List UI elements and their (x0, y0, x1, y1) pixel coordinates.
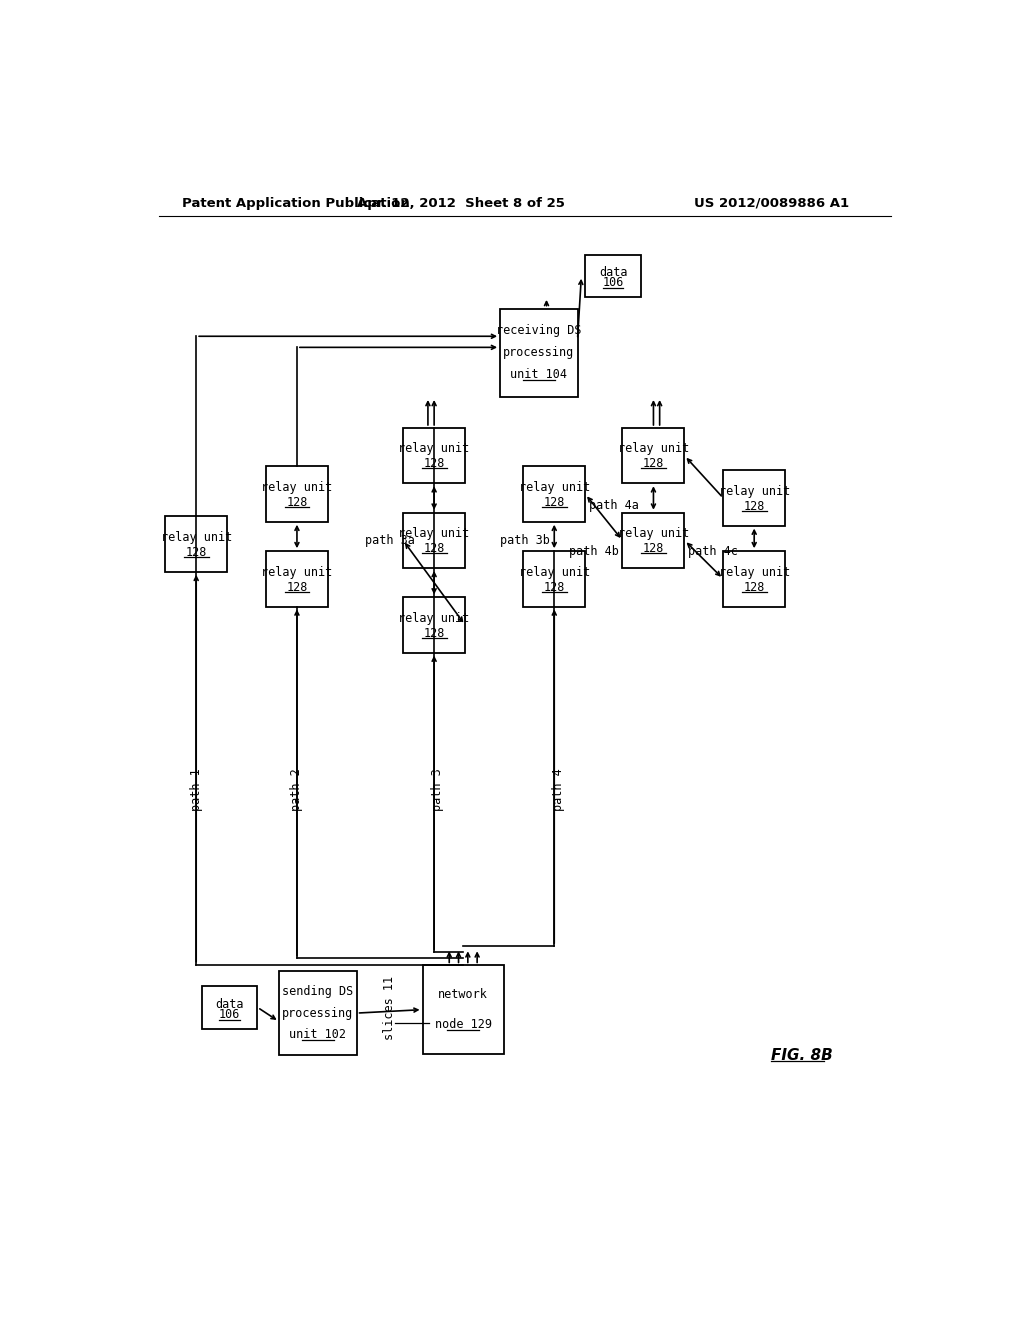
Text: path 3: path 3 (431, 768, 444, 812)
Bar (202, 986, 257, 1028)
Bar (623, 428, 684, 483)
Text: network: network (438, 989, 488, 1002)
Text: 128: 128 (544, 496, 565, 510)
Text: 128: 128 (185, 546, 207, 558)
Text: relay unit: relay unit (261, 566, 333, 578)
Text: node 129: node 129 (434, 1018, 492, 1031)
Text: FIG. 8B: FIG. 8B (771, 1048, 833, 1063)
Text: receiving DS: receiving DS (496, 325, 582, 337)
Text: 128: 128 (544, 581, 565, 594)
Text: 106: 106 (219, 1007, 241, 1020)
Text: path 4c: path 4c (688, 545, 738, 558)
Text: US 2012/0089886 A1: US 2012/0089886 A1 (693, 197, 849, 210)
Bar (723, 552, 785, 607)
Text: 106: 106 (602, 276, 624, 289)
Text: path 3b: path 3b (500, 533, 550, 546)
Text: unit 102: unit 102 (290, 1028, 346, 1040)
Text: relay unit: relay unit (719, 566, 790, 578)
Text: data: data (599, 267, 628, 280)
Text: 128: 128 (287, 581, 307, 594)
Text: 128: 128 (743, 500, 765, 512)
Bar (523, 466, 586, 521)
Text: path 3a: path 3a (365, 533, 415, 546)
Bar (403, 428, 465, 483)
Text: unit 104: unit 104 (510, 368, 567, 381)
Text: slices 11: slices 11 (383, 975, 396, 1040)
Bar (523, 552, 586, 607)
Text: Patent Application Publication: Patent Application Publication (182, 197, 410, 210)
Bar (165, 516, 227, 572)
Bar (423, 965, 504, 1053)
Text: relay unit: relay unit (518, 480, 590, 494)
Text: 128: 128 (643, 543, 665, 556)
Text: processing: processing (503, 346, 574, 359)
Text: 128: 128 (424, 543, 444, 556)
Text: 128: 128 (287, 496, 307, 510)
Text: path 4b: path 4b (568, 545, 618, 558)
Text: 128: 128 (643, 458, 665, 470)
Text: relay unit: relay unit (518, 566, 590, 578)
Bar (403, 597, 465, 652)
Text: relay unit: relay unit (161, 531, 231, 544)
Bar (623, 512, 684, 568)
Bar (403, 512, 465, 568)
Text: relay unit: relay unit (617, 442, 689, 455)
Text: 128: 128 (424, 627, 444, 640)
Text: sending DS: sending DS (283, 986, 353, 998)
Bar (266, 552, 328, 607)
Text: relay unit: relay unit (398, 442, 470, 455)
Text: 128: 128 (424, 458, 444, 470)
Text: data: data (215, 998, 244, 1011)
Bar (723, 470, 785, 525)
Text: path 4a: path 4a (589, 499, 639, 512)
Text: relay unit: relay unit (398, 527, 470, 540)
Text: path 4: path 4 (552, 768, 564, 812)
Text: path 2: path 2 (291, 768, 303, 812)
Text: relay unit: relay unit (261, 480, 333, 494)
Text: 128: 128 (743, 581, 765, 594)
Text: processing: processing (283, 1007, 353, 1019)
Text: Apr. 12, 2012  Sheet 8 of 25: Apr. 12, 2012 Sheet 8 of 25 (357, 197, 565, 210)
Bar (266, 466, 328, 521)
Text: relay unit: relay unit (398, 612, 470, 624)
Bar (500, 309, 578, 397)
Bar (586, 255, 641, 297)
Text: path 1: path 1 (189, 768, 203, 812)
Bar (280, 970, 356, 1056)
Text: relay unit: relay unit (617, 527, 689, 540)
Text: relay unit: relay unit (719, 484, 790, 498)
